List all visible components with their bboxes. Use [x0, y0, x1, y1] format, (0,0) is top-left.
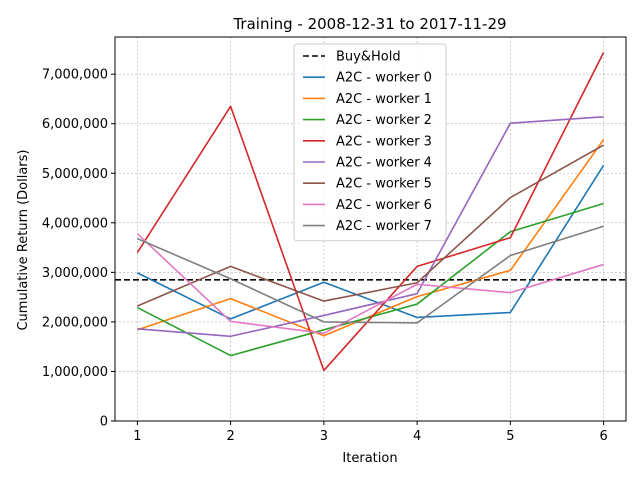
legend-label: A2C - worker 0: [336, 71, 432, 86]
x-tick-label: 6: [599, 429, 607, 444]
y-tick-label: 5,000,000: [42, 167, 108, 182]
series-line-worker-5: [137, 144, 605, 307]
legend-label: A2C - worker 5: [336, 177, 432, 192]
chart-title: Training - 2008-12-31 to 2017-11-29: [232, 15, 506, 33]
series-line-worker-2: [137, 202, 604, 357]
series-line-worker-7: [137, 225, 604, 324]
legend: Buy&Hold A2C - worker 0 A2C - worker 1 A2C …: [293, 43, 447, 242]
series-line-worker-6: [136, 233, 604, 335]
y-tick-label: 4,000,000: [42, 216, 108, 231]
legend-label: A2C - worker 2: [336, 113, 432, 128]
series-line-worker-3: [136, 52, 605, 372]
legend-box: [293, 43, 447, 242]
plot-area: [115, 52, 626, 372]
y-tick-label: 3,000,000: [42, 266, 108, 281]
series-line-worker-4: [137, 115, 604, 338]
x-tick-label: 1: [133, 429, 141, 444]
x-tick-label: 2: [226, 429, 234, 444]
y-axis: 0 1,000,000 2,000,000 3,000,000 4,000,000 5,0…: [42, 68, 115, 430]
legend-label: A2C - worker 6: [336, 198, 432, 213]
y-tick-label: 1,000,000: [42, 365, 108, 380]
y-tick-label: 2,000,000: [42, 315, 108, 330]
y-axis-label: Cumulative Return (Dollars): [16, 149, 31, 330]
y-tick-label: 0: [100, 415, 108, 430]
x-tick-label: 4: [413, 429, 421, 444]
legend-label: Buy&Hold: [336, 50, 401, 65]
legend-label: A2C - worker 7: [336, 219, 432, 234]
axes-frame: [114, 36, 627, 422]
y-tick-label: 7,000,000: [42, 68, 108, 83]
legend-label: A2C - worker 3: [336, 134, 432, 149]
legend-label: A2C - worker 1: [336, 92, 432, 107]
legend-label: A2C - worker 4: [336, 156, 432, 171]
x-axis: 1 2 3 4 5 6: [133, 421, 608, 444]
y-tick-label: 6,000,000: [42, 117, 108, 132]
x-tick-label: 3: [320, 429, 328, 444]
x-tick-label: 5: [506, 429, 514, 444]
x-axis-label: Iteration: [342, 451, 397, 466]
